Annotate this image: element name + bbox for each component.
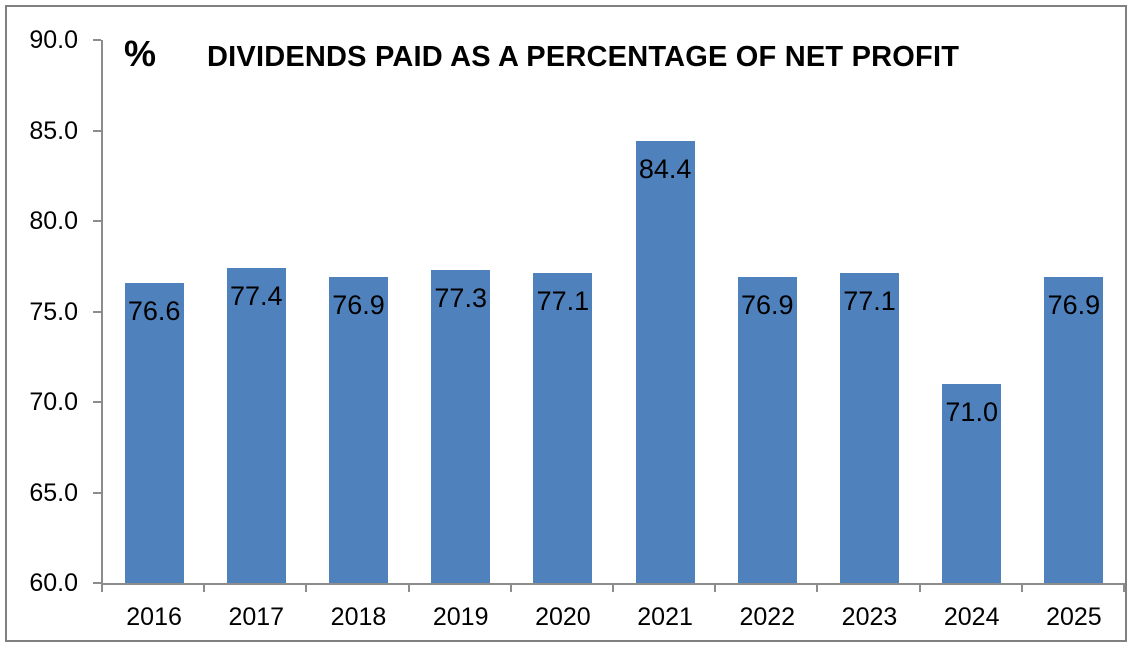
bar-2016 [124, 282, 184, 583]
y-axis-tick [93, 401, 101, 403]
bar-value-label: 71.0 [945, 396, 998, 427]
x-axis-tick-label: 2023 [841, 603, 898, 631]
x-axis-tick [612, 585, 614, 592]
y-axis-tick-label: 65.0 [29, 478, 78, 507]
x-axis-tick [509, 585, 512, 592]
x-axis-tick-label: 2024 [943, 603, 1000, 631]
y-axis-tick-label: 70.0 [29, 388, 78, 416]
x-axis-tick-label: 2018 [330, 603, 387, 631]
bar-value-label: 76.9 [1047, 290, 1101, 321]
bar-value-label: 84.4 [638, 154, 692, 185]
bar-value-label: 77.4 [230, 281, 283, 312]
x-axis-tick [714, 585, 717, 592]
x-axis-tick-label: 2019 [432, 603, 489, 631]
bar-2023 [840, 273, 899, 583]
x-axis-line [101, 583, 1125, 585]
bar-value-label: 77.3 [434, 282, 487, 313]
y-axis-tick [93, 310, 101, 313]
x-axis-tick [1020, 585, 1023, 592]
bar-value-label: 77.1 [843, 286, 896, 317]
y-axis-tick [93, 220, 101, 222]
y-axis-tick-label: 75.0 [29, 297, 78, 326]
x-axis-tick [101, 585, 103, 592]
y-axis-tick-label: 60.0 [29, 569, 78, 597]
x-axis-tick-label: 2021 [637, 603, 693, 631]
bar-value-label: 77.1 [536, 286, 590, 317]
y-axis-line [101, 40, 103, 591]
bar-2021 [635, 141, 695, 583]
bar-value-label: 76.9 [332, 290, 385, 321]
x-axis-tick [1123, 585, 1125, 592]
y-axis-tick-label: 85.0 [29, 116, 78, 145]
x-axis-tick [203, 585, 206, 592]
x-axis-tick-label: 2025 [1046, 603, 1102, 631]
chart-title: DIVIDENDS PAID AS A PERCENTAGE OF NET PR… [207, 41, 960, 73]
bar-value-label: 76.9 [741, 290, 794, 321]
bar-2020 [533, 273, 593, 583]
y-axis-tick [93, 129, 101, 132]
x-axis-tick [305, 585, 308, 592]
y-axis-tick-label: 90.0 [29, 26, 78, 54]
x-axis-tick [816, 585, 819, 592]
x-axis-tick-label: 2022 [739, 603, 796, 631]
bar-2017 [226, 268, 286, 583]
y-axis-unit-label: % [124, 33, 157, 74]
bar-2019 [431, 269, 491, 583]
x-axis-tick [918, 585, 921, 592]
bar-2024 [942, 383, 1002, 583]
y-axis-tick [93, 582, 101, 584]
x-axis-tick-label: 2020 [535, 603, 591, 631]
y-axis-tick [93, 491, 101, 494]
bar-value-label: 76.6 [127, 295, 181, 326]
x-axis-tick [407, 585, 410, 592]
bar-2018 [329, 277, 388, 583]
bar-2025 [1044, 277, 1104, 583]
y-axis-tick-label: 80.0 [29, 207, 78, 235]
x-axis-tick-label: 2016 [126, 603, 182, 631]
bar-2022 [737, 277, 797, 583]
y-axis-tick [93, 39, 101, 41]
x-axis-tick-label: 2017 [228, 603, 285, 631]
